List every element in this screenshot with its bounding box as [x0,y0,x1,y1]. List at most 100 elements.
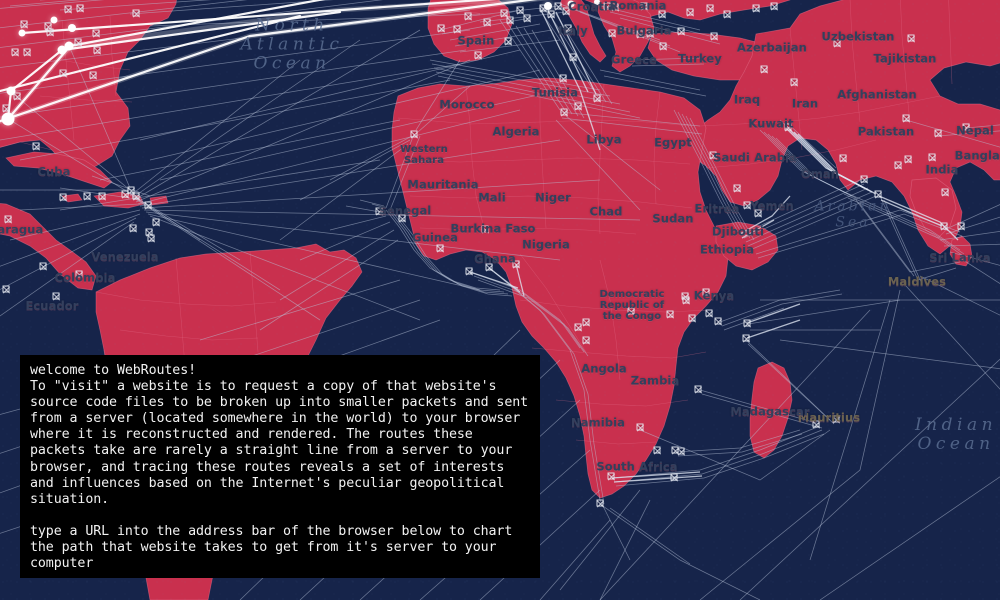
network-node-marker[interactable] [582,336,590,344]
network-node-marker[interactable] [940,222,948,230]
route-hop-marker[interactable] [594,0,600,5]
route-hop-marker[interactable] [567,0,575,8]
network-node-marker[interactable] [483,18,491,26]
network-node-marker[interactable] [485,263,493,271]
network-node-marker[interactable] [608,29,616,37]
network-node-marker[interactable] [702,288,710,296]
network-node-marker[interactable] [560,108,568,116]
network-node-marker[interactable] [474,51,482,59]
network-node-marker[interactable] [145,228,153,236]
network-node-marker[interactable] [32,142,40,150]
route-hop-marker[interactable] [6,86,16,96]
network-node-marker[interactable] [904,155,912,163]
network-node-marker[interactable] [743,201,751,209]
network-node-marker[interactable] [46,28,54,36]
network-node-marker[interactable] [464,12,472,20]
network-node-marker[interactable] [670,473,678,481]
network-node-marker[interactable] [76,4,84,12]
network-node-marker[interactable] [512,260,520,268]
network-node-marker[interactable] [754,209,762,217]
network-node-marker[interactable] [2,285,10,293]
network-node-marker[interactable] [398,214,406,222]
network-node-marker[interactable] [941,188,949,196]
network-node-marker[interactable] [64,5,72,13]
network-node-marker[interactable] [127,186,135,194]
network-node-marker[interactable] [593,94,601,102]
network-node-marker[interactable] [11,48,19,56]
network-node-marker[interactable] [89,71,97,79]
network-node-marker[interactable] [607,472,615,480]
network-node-marker[interactable] [504,37,512,45]
network-node-marker[interactable] [574,323,582,331]
network-node-marker[interactable] [554,2,562,10]
network-node-marker[interactable] [13,92,21,100]
network-node-marker[interactable] [760,65,768,73]
route-hop-marker[interactable] [1,112,15,126]
network-node-marker[interactable] [694,385,702,393]
network-node-marker[interactable] [677,27,685,35]
network-node-marker[interactable] [962,123,970,131]
network-node-marker[interactable] [39,262,47,270]
network-node-marker[interactable] [706,4,714,12]
network-node-marker[interactable] [506,16,514,24]
network-node-marker[interactable] [481,225,489,233]
network-node-marker[interactable] [129,224,137,232]
network-node-marker[interactable] [686,8,694,16]
network-node-marker[interactable] [74,38,82,46]
network-node-marker[interactable] [516,6,524,14]
network-node-marker[interactable] [83,192,91,200]
route-hop-marker[interactable] [50,16,58,24]
network-node-marker[interactable] [611,3,619,11]
route-hop-marker[interactable] [57,45,67,55]
network-node-marker[interactable] [20,20,28,28]
network-node-marker[interactable] [742,334,750,342]
network-node-marker[interactable] [636,423,644,431]
network-node-marker[interactable] [603,2,611,10]
network-node-marker[interactable] [410,130,418,138]
network-node-marker[interactable] [659,42,667,50]
network-node-marker[interactable] [465,267,473,275]
network-node-marker[interactable] [894,161,902,169]
network-node-marker[interactable] [666,310,674,318]
network-node-marker[interactable] [957,222,965,230]
network-node-marker[interactable] [564,24,572,32]
network-node-marker[interactable] [928,153,936,161]
network-node-marker[interactable] [934,129,942,137]
route-hop-marker[interactable] [544,2,552,10]
network-node-marker[interactable] [710,32,718,40]
network-node-marker[interactable] [705,309,713,317]
network-node-marker[interactable] [677,447,685,455]
network-node-marker[interactable] [770,2,778,10]
network-node-marker[interactable] [596,499,604,507]
network-node-marker[interactable] [92,29,100,37]
network-node-marker[interactable] [714,317,722,325]
network-node-marker[interactable] [547,10,555,18]
network-node-marker[interactable] [784,123,792,131]
network-node-marker[interactable] [437,24,445,32]
network-node-marker[interactable] [559,74,567,82]
network-node-marker[interactable] [523,14,531,22]
network-node-marker[interactable] [375,207,383,215]
route-hop-marker[interactable] [64,41,74,51]
network-node-marker[interactable] [640,2,648,10]
network-node-marker[interactable] [832,415,840,423]
network-node-marker[interactable] [682,296,690,304]
network-node-marker[interactable] [574,102,582,110]
network-node-marker[interactable] [23,48,31,56]
network-node-marker[interactable] [860,175,868,183]
network-node-marker[interactable] [874,190,882,198]
network-node-marker[interactable] [907,34,915,42]
network-node-marker[interactable] [500,9,508,17]
network-node-marker[interactable] [2,104,10,112]
network-node-marker[interactable] [653,446,661,454]
network-node-marker[interactable] [646,29,654,37]
network-node-marker[interactable] [902,114,910,122]
network-node-marker[interactable] [569,53,577,61]
network-node-marker[interactable] [733,184,741,192]
network-node-marker[interactable] [833,39,841,47]
route-hop-marker[interactable] [18,29,26,37]
network-node-marker[interactable] [59,193,67,201]
network-node-marker[interactable] [4,215,12,223]
